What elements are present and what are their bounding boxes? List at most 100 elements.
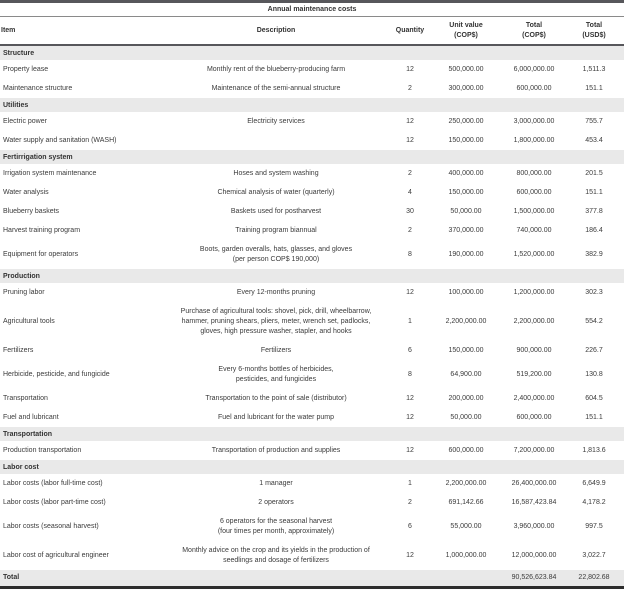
cell-total_cop: 16,587,423.84 (511, 498, 557, 506)
table-row-blueberry-baskets: Blueberry baskets Baskets used for postha… (0, 202, 624, 221)
title-row: Annual maintenance costs (0, 1, 624, 17)
cell-total_cop: 3,000,000.00 (513, 117, 555, 125)
cell-description: Hoses and system washing (233, 169, 319, 177)
cell-unit_value: 64,900.00 (450, 370, 482, 378)
cell-total_usd: 554.2 (585, 317, 603, 325)
section-row-fertirrigation-system: Fertirrigation system (0, 150, 624, 164)
cell-quantity: 12 (406, 394, 414, 402)
cell-description: Maintenance of the semi-annual structure (211, 84, 341, 92)
table-row-labor-costs-seasonal-harvest: Labor costs (seasonal harvest) 6 operator… (0, 512, 624, 541)
cell-total_cop: 3,960,000.00 (513, 522, 555, 530)
section-row-production: Production (0, 269, 624, 283)
total-total_cop: 90,526,623.84 (504, 570, 564, 589)
cell-quantity: 30 (406, 207, 414, 215)
cell-quantity: 6 (408, 522, 412, 530)
table-row-transportation: Transportation Transportation to the poin… (0, 389, 624, 408)
cell-total_cop: 2,200,000.00 (513, 317, 555, 325)
section-row-labor-cost: Labor cost (0, 460, 624, 474)
cell-unit_value: 500,000.00 (448, 65, 484, 73)
cell-quantity: 8 (408, 370, 412, 378)
cell-total_usd: 226.7 (585, 346, 603, 354)
cell-item: Water supply and sanitation (WASH) (3, 136, 117, 144)
table-row-production-transportation: Production transportation Transportation … (0, 441, 624, 460)
cell-description: Training program biannual (235, 226, 317, 234)
cell-total_usd: 453.4 (585, 136, 603, 144)
cell-description: 6 operators for the seasonal harvest (fo… (217, 517, 335, 535)
cell-unit_value: 50,000.00 (450, 413, 482, 421)
table-row-labor-costs-labor-part-time-cost: Labor costs (labor part-time cost) 2 oper… (0, 493, 624, 512)
cell-quantity: 1 (408, 479, 412, 487)
cell-total_usd: 604.5 (585, 394, 603, 402)
cell-description: Monthly rent of the blueberry-producing … (206, 65, 346, 73)
section-label: Fertirrigation system (0, 150, 624, 164)
table-row-property-lease: Property lease Monthly rent of the bluebe… (0, 60, 624, 79)
cell-description: 1 manager (259, 479, 293, 487)
cell-unit_value: 55,000.00 (450, 522, 482, 530)
cell-total_usd: 377.8 (585, 207, 603, 215)
section-label: Utilities (0, 98, 624, 112)
cell-description: Transportation of production and supplie… (211, 446, 341, 454)
table-row-fuel-and-lubricant: Fuel and lubricant Fuel and lubricant for… (0, 408, 624, 427)
table-row-electric-power: Electric power Electricity services 12 250,… (0, 112, 624, 131)
cell-total_usd: 130.8 (585, 370, 603, 378)
cell-unit_value: 400,000.00 (448, 169, 484, 177)
cell-description (160, 131, 392, 150)
cell-unit_value: 600,000.00 (448, 446, 484, 454)
cell-total_usd: 4,178.2 (582, 498, 606, 506)
cell-quantity: 12 (406, 65, 414, 73)
cell-description: Purchase of agricultural tools: shovel, … (180, 307, 372, 335)
section-label: Transportation (0, 427, 624, 441)
cell-unit_value: 250,000.00 (448, 117, 484, 125)
cell-description: Transportation to the point of sale (dis… (205, 394, 347, 402)
cell-total_cop: 12,000,000.00 (511, 551, 557, 559)
cell-description: Baskets used for postharvest (230, 207, 322, 215)
cell-quantity: 1 (408, 317, 412, 325)
cell-total_usd: 151.1 (585, 188, 603, 196)
cell-item: Equipment for operators (3, 250, 79, 258)
table-row-herbicide-pesticide-and-fungicide: Herbicide, pesticide, and fungicide Every… (0, 360, 624, 389)
cell-item: Fertilizers (3, 346, 34, 354)
cell-item: Production transportation (3, 446, 82, 454)
cell-quantity: 12 (406, 288, 414, 296)
section-label: Structure (0, 45, 624, 60)
cell-total_usd: 186.4 (585, 226, 603, 234)
cell-unit_value: 2,200,000.00 (445, 479, 487, 487)
cell-item: Electric power (3, 117, 47, 125)
cell-unit_value: 1,000,000.00 (445, 551, 487, 559)
cell-total_usd: 151.1 (585, 413, 603, 421)
table-title: Annual maintenance costs (0, 1, 624, 17)
cell-total_cop: 1,200,000.00 (513, 288, 555, 296)
cell-total_usd: 151.1 (585, 84, 603, 92)
cell-quantity: 12 (406, 551, 414, 559)
cell-unit_value: 2,200,000.00 (445, 317, 487, 325)
cell-item: Pruning labor (3, 288, 45, 296)
section-row-structure: Structure (0, 45, 624, 60)
total-label: Total (0, 570, 504, 589)
cell-description: Monthly advice on the crop and its yield… (182, 546, 370, 564)
cell-item: Herbicide, pesticide, and fungicide (3, 370, 110, 378)
cell-total_cop: 7,200,000.00 (513, 446, 555, 454)
cell-unit_value: 50,000.00 (450, 207, 482, 215)
cell-total_usd: 302.3 (585, 288, 603, 296)
table-row-equipment-for-operators: Equipment for operators Boots, garden ove… (0, 240, 624, 269)
cell-quantity: 12 (406, 413, 414, 421)
cell-quantity: 2 (408, 226, 412, 234)
cell-total_cop: 600,000.00 (516, 84, 552, 92)
cell-description: Chemical analysis of water (quarterly) (217, 188, 335, 196)
column-header-item: Item (0, 16, 160, 46)
cell-unit_value: 370,000.00 (448, 226, 484, 234)
cell-unit_value: 150,000.00 (448, 346, 484, 354)
cell-description: Every 6-months bottles of herbicides, pe… (218, 365, 334, 383)
cell-item: Fuel and lubricant (3, 413, 59, 421)
table-row-agricultural-tools: Agricultural tools Purchase of agricultur… (0, 302, 624, 341)
cell-total_usd: 382.9 (585, 250, 603, 258)
cell-item: Labor costs (labor full-time cost) (3, 479, 103, 487)
section-label: Production (0, 269, 624, 283)
cell-quantity: 12 (406, 446, 414, 454)
cell-total_usd: 997.5 (585, 522, 603, 530)
cell-total_usd: 1,813.6 (582, 446, 606, 454)
column-header-row: Item Description Quantity Unit value (COP$)… (0, 16, 624, 46)
cell-unit_value: 150,000.00 (448, 188, 484, 196)
cell-description: Every 12-months pruning (236, 288, 316, 296)
